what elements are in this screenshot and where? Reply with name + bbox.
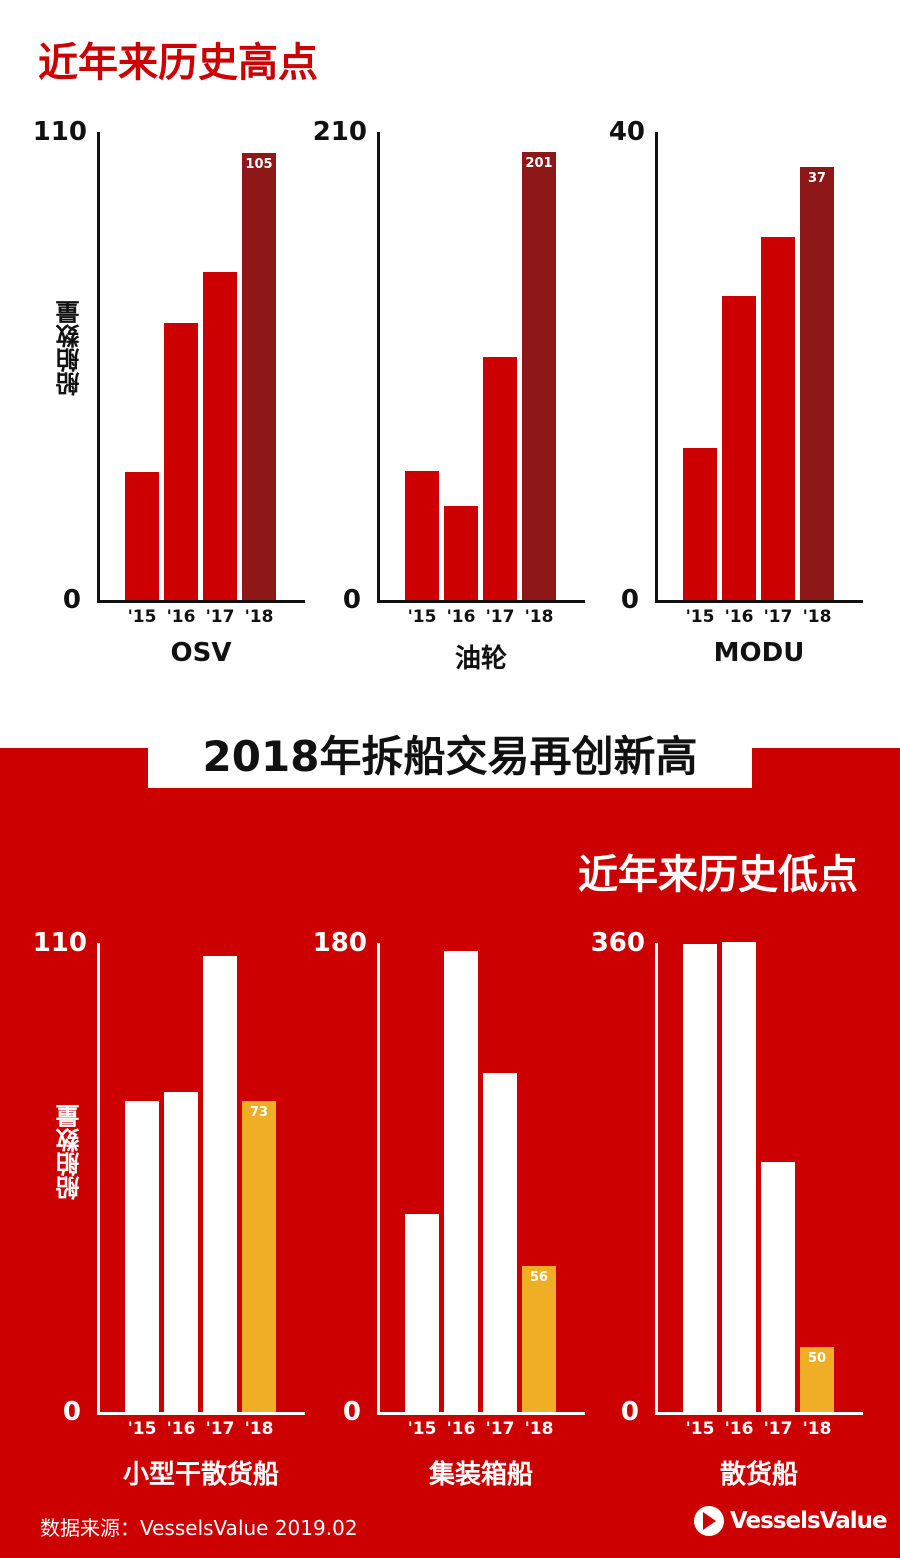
y-tick-zero: 0 — [620, 1397, 639, 1427]
x-tick-label: '18 — [524, 1419, 554, 1439]
x-tick-label: '15 — [685, 607, 715, 627]
x-axis-line — [655, 1412, 863, 1415]
y-tick-max: 180 — [312, 928, 367, 958]
y-axis-line — [97, 132, 100, 602]
x-tick-label: '18 — [802, 607, 832, 627]
bottom-title: 近年来历史低点 — [578, 852, 858, 898]
logo-icon — [694, 1506, 724, 1536]
bar — [483, 357, 517, 600]
y-tick-zero: 0 — [62, 585, 81, 615]
main-title: 2018年拆船交易再创新高 — [148, 718, 752, 788]
x-axis-line — [377, 600, 585, 603]
bar — [164, 323, 198, 600]
bar — [683, 447, 717, 600]
bar — [203, 272, 237, 600]
x-axis-line — [97, 1412, 305, 1415]
data-label: 201 — [525, 156, 553, 172]
x-tick-label: '16 — [446, 1419, 476, 1439]
x-axis-line — [377, 1412, 585, 1415]
logo-text: VesselsValue — [730, 1508, 888, 1534]
bar — [125, 472, 159, 600]
y-tick-max: 40 — [608, 117, 645, 147]
x-axis-line — [655, 600, 863, 603]
y-axis-line — [655, 943, 658, 1414]
category-label: 集装箱船 — [428, 1460, 533, 1490]
category-label: 散货船 — [719, 1460, 798, 1490]
y-tick-max: 210 — [312, 117, 367, 147]
data-label: 56 — [529, 1270, 549, 1286]
x-tick-label: '15 — [127, 1419, 157, 1439]
data-label: 73 — [249, 1104, 269, 1120]
y-tick-zero: 0 — [620, 585, 639, 615]
x-tick-label: '15 — [127, 607, 157, 627]
bar — [444, 506, 478, 600]
y-tick-max: 110 — [32, 928, 87, 958]
y-tick-max: 360 — [590, 928, 645, 958]
bar — [405, 1213, 439, 1412]
category-label: 油轮 — [454, 644, 507, 674]
y-axis-label-bottom: 船舶数量 — [56, 1104, 84, 1200]
bar — [522, 152, 556, 600]
y-axis-line — [97, 943, 100, 1414]
x-tick-label: '18 — [524, 607, 554, 627]
y-axis-line — [655, 132, 658, 602]
data-label: 105 — [245, 157, 273, 173]
y-tick-zero: 0 — [342, 1397, 361, 1427]
top-title: 近年来历史高点 — [38, 40, 318, 86]
bar — [444, 950, 478, 1412]
bar — [125, 1100, 159, 1412]
y-tick-zero: 0 — [342, 585, 361, 615]
vesselsvalue-logo: VesselsValue — [694, 1506, 888, 1536]
y-axis-label-top: 船舶数量 — [56, 300, 84, 396]
bar — [164, 1092, 198, 1412]
x-tick-label: '18 — [244, 1419, 274, 1439]
data-label: 50 — [807, 1350, 827, 1366]
x-tick-label: '18 — [802, 1419, 832, 1439]
y-axis-line — [377, 943, 380, 1414]
x-tick-label: '16 — [724, 1419, 754, 1439]
bar — [800, 167, 834, 600]
x-tick-label: '17 — [485, 607, 515, 627]
data-label: 37 — [807, 171, 827, 187]
x-tick-label: '17 — [205, 1419, 235, 1439]
bar — [761, 237, 795, 600]
x-tick-label: '16 — [446, 607, 476, 627]
bar — [242, 1100, 276, 1412]
bar — [483, 1073, 517, 1412]
bar — [203, 955, 237, 1412]
bar — [683, 944, 717, 1412]
bar — [722, 295, 756, 600]
x-tick-label: '15 — [685, 1419, 715, 1439]
x-axis-line — [97, 600, 305, 603]
x-tick-label: '15 — [407, 607, 437, 627]
x-tick-label: '17 — [763, 1419, 793, 1439]
bar — [761, 1161, 795, 1412]
category-label: OSV — [170, 638, 232, 668]
bar — [722, 941, 756, 1412]
y-tick-max: 110 — [32, 117, 87, 147]
bar — [405, 470, 439, 600]
y-axis-line — [377, 132, 380, 602]
category-label: MODU — [713, 638, 805, 668]
source-note: 数据来源：VesselsValue 2019.02 — [40, 1516, 358, 1540]
x-tick-label: '17 — [763, 607, 793, 627]
x-tick-label: '15 — [407, 1419, 437, 1439]
x-tick-label: '16 — [724, 607, 754, 627]
bar — [800, 1346, 834, 1412]
x-tick-label: '17 — [205, 607, 235, 627]
y-tick-zero: 0 — [62, 1397, 81, 1427]
x-tick-label: '17 — [485, 1419, 515, 1439]
x-tick-label: '16 — [166, 1419, 196, 1439]
x-tick-label: '16 — [166, 607, 196, 627]
x-tick-label: '18 — [244, 607, 274, 627]
category-label: 小型干散货船 — [122, 1460, 279, 1490]
bar — [522, 1266, 556, 1412]
bar — [242, 153, 276, 600]
